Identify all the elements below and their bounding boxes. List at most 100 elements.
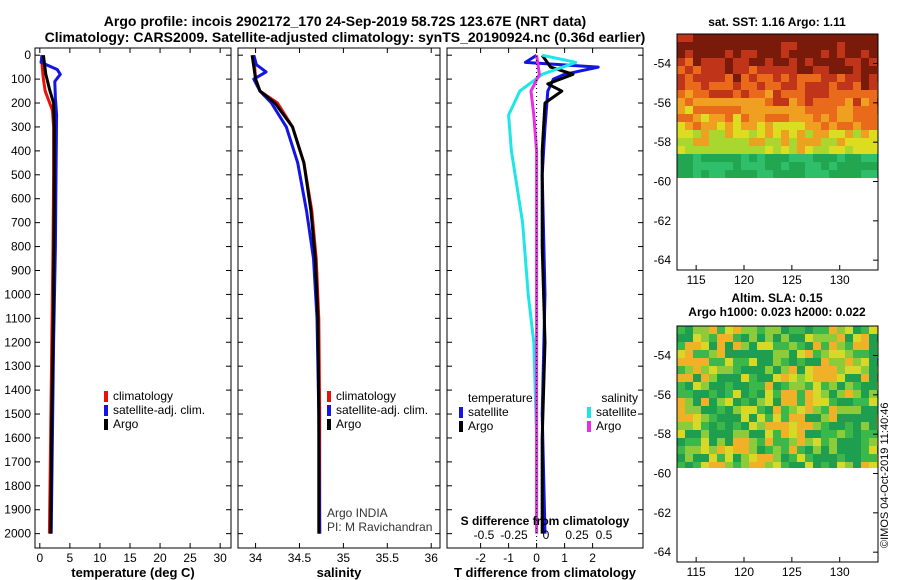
map-cell — [797, 170, 805, 178]
map-cell — [685, 42, 693, 50]
series-line-argo — [250, 54, 321, 534]
map-cell — [685, 350, 693, 358]
map-cell — [677, 422, 685, 430]
map-cell — [773, 438, 781, 446]
top-axis-label: S difference from climatology — [461, 514, 630, 528]
map-cell — [725, 74, 733, 82]
map-cell — [709, 398, 717, 406]
map-cell — [853, 42, 861, 50]
map-cell — [789, 342, 797, 350]
depth-tick-label: 900 — [11, 263, 31, 277]
map-cell — [781, 454, 789, 462]
map-cell — [773, 42, 781, 50]
map-cell — [789, 462, 797, 468]
map-cell — [693, 34, 701, 42]
map-cell — [725, 358, 733, 366]
x-tick-label: 0 — [533, 551, 540, 565]
map-cell — [869, 58, 877, 66]
map-cell — [717, 446, 725, 454]
map-cell — [725, 414, 733, 422]
map-cell — [733, 162, 741, 170]
x-axis-label: T difference from climatology — [454, 565, 637, 580]
map-cell — [709, 162, 717, 170]
map-cell — [837, 106, 845, 114]
map-cell — [749, 58, 757, 66]
map-cell — [757, 98, 765, 106]
map-cell — [845, 366, 853, 374]
map-cell — [853, 50, 861, 58]
map-cell — [845, 106, 853, 114]
map-cell — [701, 438, 709, 446]
map-cell — [677, 114, 685, 122]
map-cell — [773, 334, 781, 342]
map-cell — [837, 138, 845, 146]
map-cell — [861, 154, 869, 162]
map-cell — [797, 430, 805, 438]
map-cell — [797, 66, 805, 74]
map-cell — [765, 146, 773, 154]
map-cell — [853, 122, 861, 130]
map-cell — [813, 90, 821, 98]
map-cell — [845, 82, 853, 90]
map-cell — [717, 138, 725, 146]
map-cell — [741, 358, 749, 366]
map-cell — [749, 114, 757, 122]
map-cell — [765, 374, 773, 382]
map-cell — [725, 58, 733, 66]
map-cell — [869, 366, 877, 374]
map-cell — [781, 114, 789, 122]
map-cell — [685, 390, 693, 398]
map-cell — [741, 366, 749, 374]
map-cell — [765, 98, 773, 106]
map-cell — [821, 162, 829, 170]
map-cell — [869, 34, 877, 42]
map-cell — [765, 454, 773, 462]
map-cell — [709, 454, 717, 462]
map-cell — [861, 358, 869, 366]
map-cell — [845, 398, 853, 406]
map-cell — [725, 334, 733, 342]
map-cell — [797, 414, 805, 422]
map-cell — [757, 326, 765, 334]
map-cell — [677, 438, 685, 446]
map-cell — [789, 146, 797, 154]
map-cell — [741, 390, 749, 398]
depth-tick-label: 600 — [11, 192, 31, 206]
map-cell — [837, 358, 845, 366]
map-cell — [741, 398, 749, 406]
map-cell — [733, 146, 741, 154]
map-cell — [693, 162, 701, 170]
map-cell — [677, 406, 685, 414]
map-border — [676, 325, 879, 563]
map-cell — [693, 334, 701, 342]
map-cell — [717, 406, 725, 414]
map-cell — [797, 98, 805, 106]
map-cell — [845, 414, 853, 422]
map-cell — [741, 66, 749, 74]
map-cell — [861, 446, 869, 454]
map-cell — [709, 430, 717, 438]
map-cell — [709, 350, 717, 358]
map-cell — [765, 122, 773, 130]
map-cell — [773, 342, 781, 350]
map-cell — [837, 162, 845, 170]
map-cell — [677, 358, 685, 366]
map-cell — [741, 170, 749, 178]
map-cell — [837, 42, 845, 50]
map-cell — [765, 66, 773, 74]
map-cell — [869, 122, 877, 130]
map-cell — [789, 374, 797, 382]
map-cell — [717, 326, 725, 334]
map-cell — [709, 326, 717, 334]
map-cell — [749, 42, 757, 50]
map-cell — [757, 358, 765, 366]
depth-tick-label: 1000 — [4, 287, 31, 301]
map-cell — [805, 374, 813, 382]
depth-tick-label: 800 — [11, 240, 31, 254]
map-cell — [821, 138, 829, 146]
map-heatmap-cells — [677, 34, 878, 178]
map-cell — [693, 350, 701, 358]
map-cell — [869, 170, 877, 178]
map-cell — [749, 406, 757, 414]
